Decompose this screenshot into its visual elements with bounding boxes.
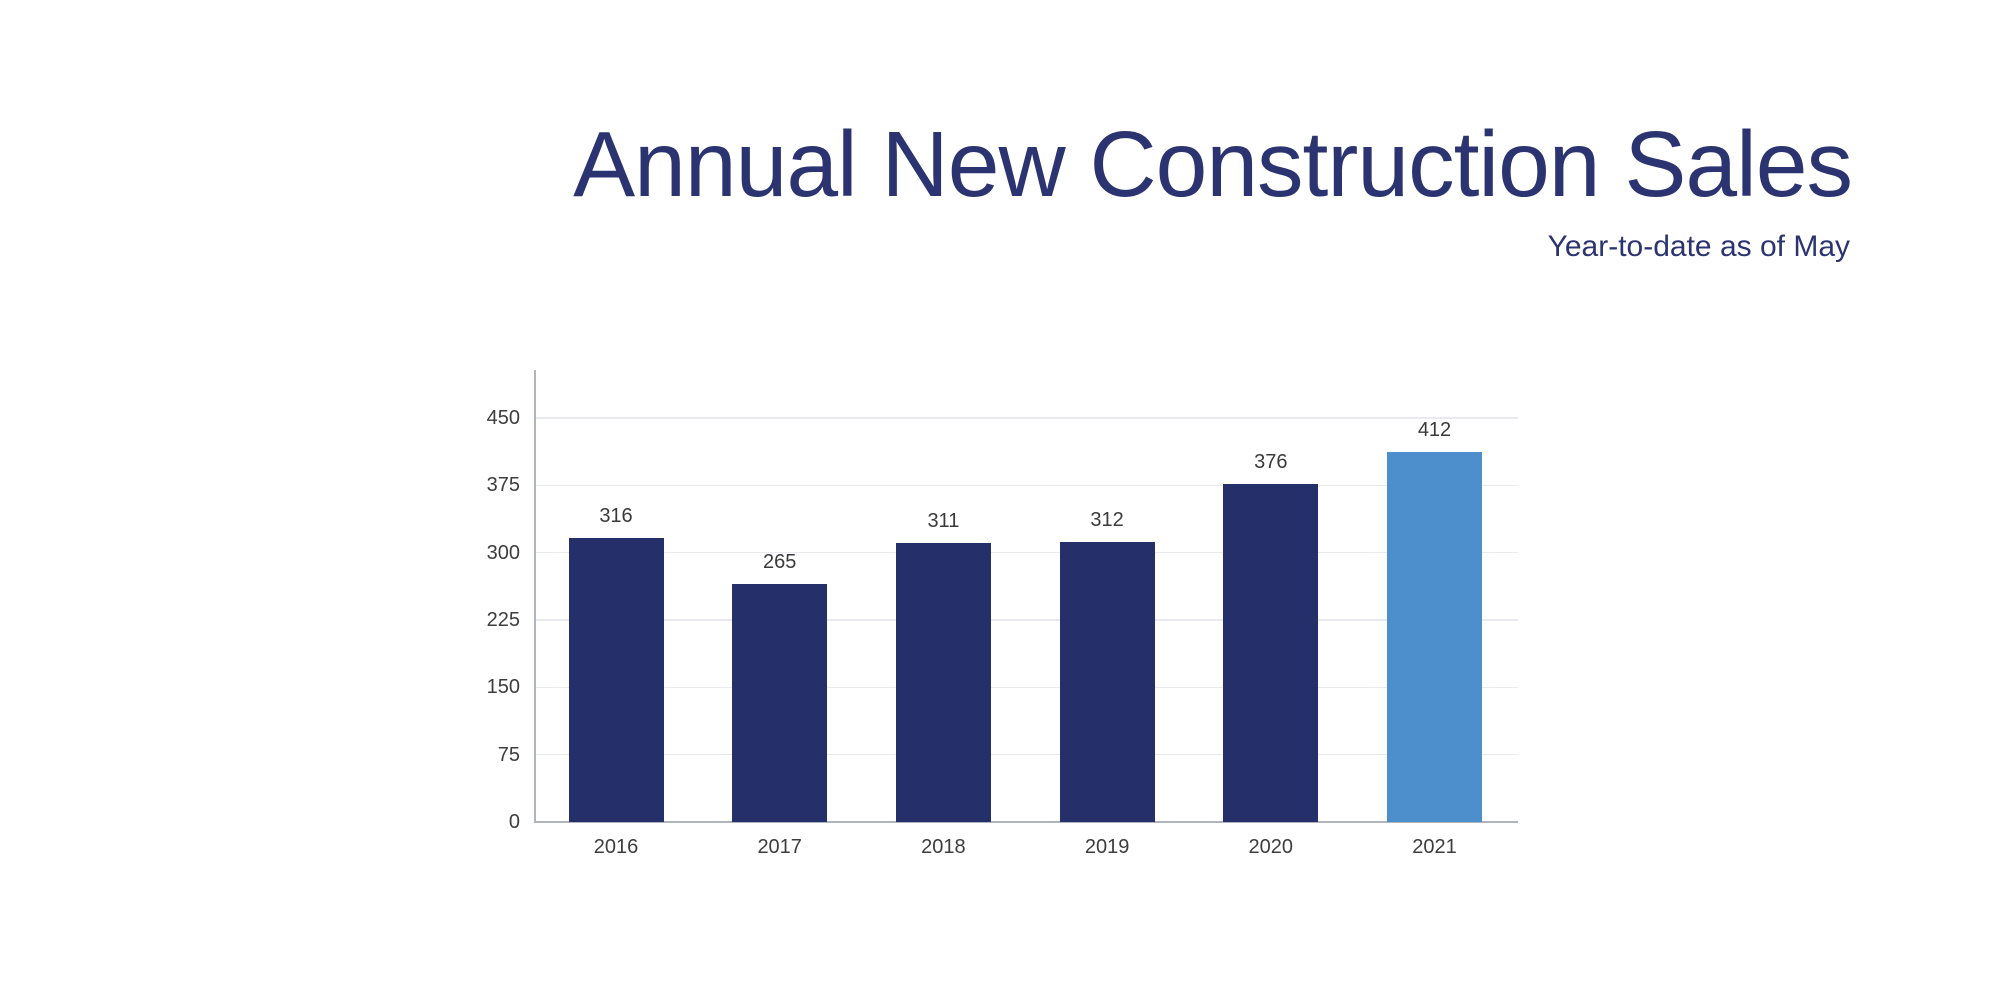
gridline [535,619,1518,621]
x-tick-label: 2020 [1248,836,1294,858]
bar-value-label: 265 [763,551,797,574]
x-tick-label: 2016 [593,836,639,858]
bar [732,584,828,822]
bar-value-label: 316 [599,505,633,528]
bar-value-label: 376 [1254,451,1288,474]
bar [1223,484,1319,822]
x-axis-line [534,821,1518,823]
gridline [535,417,1518,419]
x-tick-label: 2017 [757,836,802,858]
bar-value-label: 311 [927,509,960,532]
bar [1387,452,1482,822]
bar [895,542,991,822]
bar [568,538,664,822]
gridline [535,551,1518,554]
y-tick-label: 300 [486,541,520,564]
x-tick-label: 2018 [921,836,966,858]
y-tick-label: 150 [486,676,520,699]
gridline [535,686,1518,689]
y-tick-label: 375 [486,474,520,497]
x-tick-label: 2021 [1412,836,1457,858]
bar-value-label: 412 [1417,419,1452,442]
y-tick-label: 225 [486,609,520,631]
page-title: Annual New Construction Sales [573,112,1853,216]
bar [1059,541,1155,822]
bar-value-label: 312 [1090,508,1124,531]
y-tick-label: 450 [486,407,520,429]
y-axis-line [534,370,536,823]
gridline [535,753,1518,756]
y-tick-label: 75 [497,743,520,766]
gridline [535,484,1518,487]
page-subtitle: Year-to-date as of May [1547,230,1850,264]
y-tick-label: 0 [508,811,520,833]
x-tick-label: 2019 [1084,836,1130,858]
chart-header: Annual New Construction Sales Year-to-da… [573,112,1853,264]
